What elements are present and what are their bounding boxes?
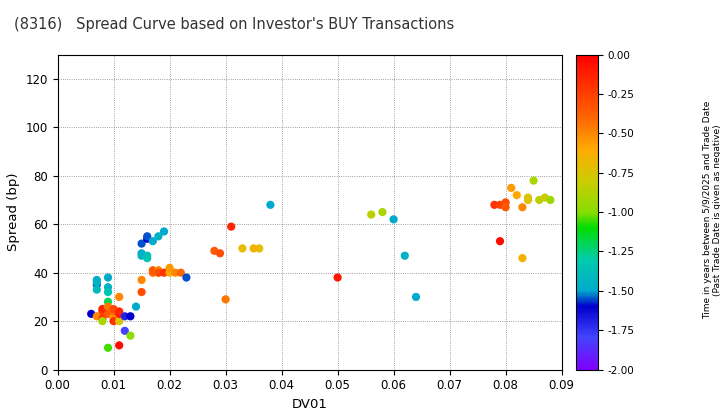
Point: [181, 274, 192, 281]
Point: [517, 204, 528, 210]
Point: [511, 192, 523, 199]
Point: [164, 269, 176, 276]
Point: [108, 315, 120, 322]
Point: [114, 310, 125, 317]
Point: [102, 310, 114, 317]
Point: [125, 332, 136, 339]
Point: [153, 269, 164, 276]
Point: [91, 279, 102, 286]
Point: [153, 267, 164, 273]
Point: [169, 269, 181, 276]
Point: [522, 194, 534, 201]
Point: [522, 197, 534, 203]
Y-axis label: Spread (bp): Spread (bp): [7, 173, 20, 251]
Point: [102, 344, 114, 351]
Point: [528, 177, 539, 184]
Point: [505, 184, 517, 191]
Point: [248, 245, 259, 252]
Point: [141, 252, 153, 259]
Point: [534, 197, 545, 203]
Point: [500, 204, 511, 210]
Point: [114, 318, 125, 325]
Point: [158, 269, 170, 276]
Point: [147, 238, 158, 244]
Point: [265, 202, 276, 208]
Point: [158, 228, 170, 235]
Point: [108, 308, 120, 315]
Point: [141, 235, 153, 242]
Point: [377, 209, 388, 215]
Point: [91, 277, 102, 284]
Point: [108, 318, 120, 325]
Point: [215, 250, 226, 257]
Text: (8316)   Spread Curve based on Investor's BUY Transactions: (8316) Spread Curve based on Investor's …: [14, 17, 454, 32]
Point: [136, 252, 148, 259]
Point: [114, 342, 125, 349]
Point: [102, 289, 114, 295]
Point: [102, 303, 114, 310]
Point: [388, 216, 400, 223]
Point: [136, 250, 148, 257]
Point: [136, 240, 148, 247]
Point: [399, 252, 410, 259]
Point: [102, 298, 114, 305]
Point: [489, 202, 500, 208]
Point: [410, 294, 422, 300]
Point: [494, 202, 505, 208]
Point: [91, 281, 102, 288]
Point: [136, 289, 148, 295]
Point: [96, 315, 108, 322]
Point: [544, 197, 556, 203]
Point: [494, 238, 505, 244]
Point: [102, 274, 114, 281]
Point: [96, 306, 108, 312]
Point: [153, 233, 164, 240]
Point: [153, 269, 164, 276]
Point: [253, 245, 265, 252]
Point: [136, 277, 148, 284]
Point: [125, 313, 136, 320]
Point: [96, 308, 108, 315]
Point: [147, 267, 158, 273]
Point: [517, 255, 528, 262]
Point: [220, 296, 231, 303]
Point: [141, 255, 153, 262]
Point: [119, 328, 130, 334]
Point: [225, 223, 237, 230]
Point: [108, 313, 120, 320]
Point: [102, 284, 114, 291]
Point: [130, 303, 142, 310]
Point: [332, 274, 343, 281]
Point: [91, 313, 102, 320]
Point: [86, 310, 97, 317]
Point: [500, 199, 511, 206]
Point: [209, 247, 220, 254]
Point: [539, 194, 551, 201]
Point: [114, 294, 125, 300]
Point: [164, 265, 176, 271]
Point: [147, 269, 158, 276]
X-axis label: DV01: DV01: [292, 398, 328, 411]
Point: [96, 318, 108, 325]
Point: [141, 233, 153, 240]
Point: [175, 269, 186, 276]
Point: [108, 306, 120, 312]
Text: Time in years between 5/9/2025 and Trade Date
(Past Trade Date is given as negat: Time in years between 5/9/2025 and Trade…: [703, 101, 720, 319]
Point: [237, 245, 248, 252]
Point: [366, 211, 377, 218]
Point: [91, 286, 102, 293]
Point: [119, 313, 130, 320]
Point: [114, 308, 125, 315]
